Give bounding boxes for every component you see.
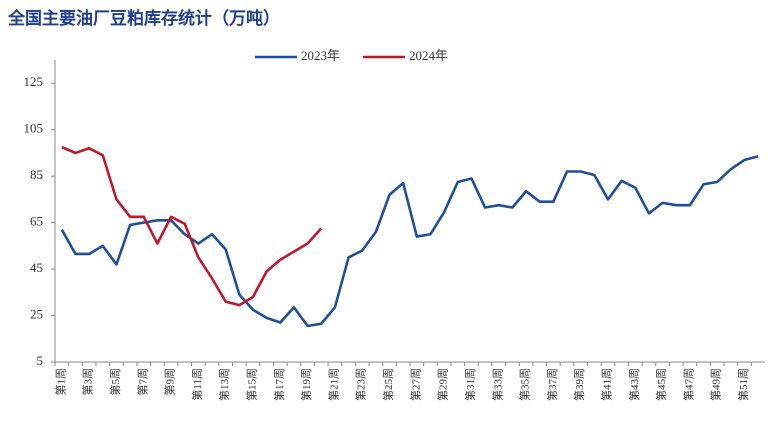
x-tick-label: 第47周 — [681, 368, 695, 401]
y-tick-label: 85 — [30, 167, 43, 182]
x-tick-label: 第49周 — [709, 368, 723, 401]
x-tick-label: 第13周 — [217, 368, 231, 401]
x-tick-label: 第39周 — [572, 368, 586, 401]
x-tick-label: 第23周 — [354, 368, 368, 401]
y-tick-label: 45 — [30, 260, 43, 275]
x-tick-label: 第7周 — [135, 368, 149, 396]
x-tick-label: 第51周 — [736, 368, 750, 401]
x-tick-label: 第43周 — [627, 368, 641, 401]
chart-title: 全国主要油厂豆粕库存统计（万吨） — [7, 8, 280, 28]
y-tick-label: 105 — [24, 121, 44, 136]
x-tick-label: 第21周 — [326, 368, 340, 401]
series-line — [61, 145, 323, 307]
x-tick-label: 第3周 — [81, 368, 95, 396]
x-tick-label: 第29周 — [436, 368, 450, 401]
legend-label: 2024年 — [409, 48, 448, 63]
x-tick-label: 第33周 — [490, 368, 504, 401]
x-tick-label: 第31周 — [463, 368, 477, 401]
x-tick-label: 第45周 — [654, 368, 668, 401]
x-tick-label: 第5周 — [108, 368, 122, 396]
legend-label: 2023年 — [301, 48, 340, 63]
y-tick-label: 65 — [30, 214, 43, 229]
x-tick-label: 第27周 — [408, 368, 422, 401]
x-tick-label: 第19周 — [299, 368, 313, 401]
x-tick-label: 第37周 — [545, 368, 559, 401]
x-tick-label: 第15周 — [245, 368, 259, 401]
y-tick-label: 5 — [37, 353, 44, 368]
y-tick-label: 25 — [30, 307, 43, 322]
x-tick-label: 第9周 — [163, 368, 177, 396]
x-tick-label: 第17周 — [272, 368, 286, 401]
x-tick-label: 第11周 — [190, 368, 204, 401]
x-tick-label: 第35周 — [518, 368, 532, 401]
series-line — [60, 155, 759, 328]
y-tick-label: 125 — [24, 74, 44, 89]
x-tick-label: 第1周 — [53, 368, 67, 396]
x-tick-label: 第41周 — [600, 368, 614, 401]
x-tick-label: 第25周 — [381, 368, 395, 401]
